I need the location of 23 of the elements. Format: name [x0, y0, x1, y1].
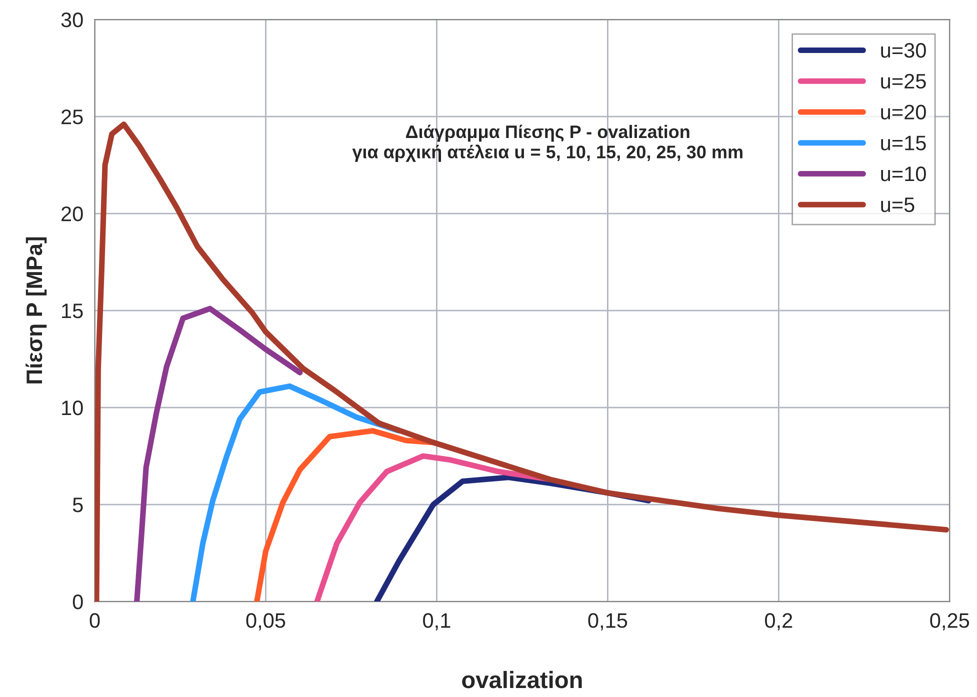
text: Διάγραμμα Πίεσης P - ovalization [406, 124, 690, 142]
y-axis-title: Πίεση P [MPa] [26, 237, 47, 384]
y-tick-label: 10 [62, 400, 83, 416]
y-tick-label: 0 [72, 594, 83, 610]
x-tick-label: 0,2 [765, 613, 792, 630]
y-tick-label: 5 [72, 498, 83, 512]
legend-label: u=30 [881, 42, 926, 58]
y-tick-label: 25 [62, 110, 83, 124]
x-tick-label: 0,1 [423, 613, 450, 630]
text: για αρχική ατέλεια u = 5, 10, 15, 20, 25, 30 mm [352, 144, 742, 162]
x-tick-label: 0,25 [930, 613, 970, 630]
legend-label: u=5 [881, 198, 914, 212]
legend-label: u=20 [881, 104, 926, 120]
x-tick-label: 0 [90, 613, 100, 628]
x-tick-label: 0,15 [588, 613, 628, 630]
legend-label: u=25 [881, 74, 926, 89]
y-tick-label: 30 [61, 12, 83, 28]
x-tick-label: 0,05 [246, 613, 286, 630]
y-tick-label: 20 [62, 206, 83, 222]
x-axis-title: ovalization [462, 670, 582, 688]
legend-label: u=15 [881, 136, 926, 150]
y-tick-label: 15 [62, 304, 83, 318]
legend-label: u=10 [881, 166, 926, 182]
